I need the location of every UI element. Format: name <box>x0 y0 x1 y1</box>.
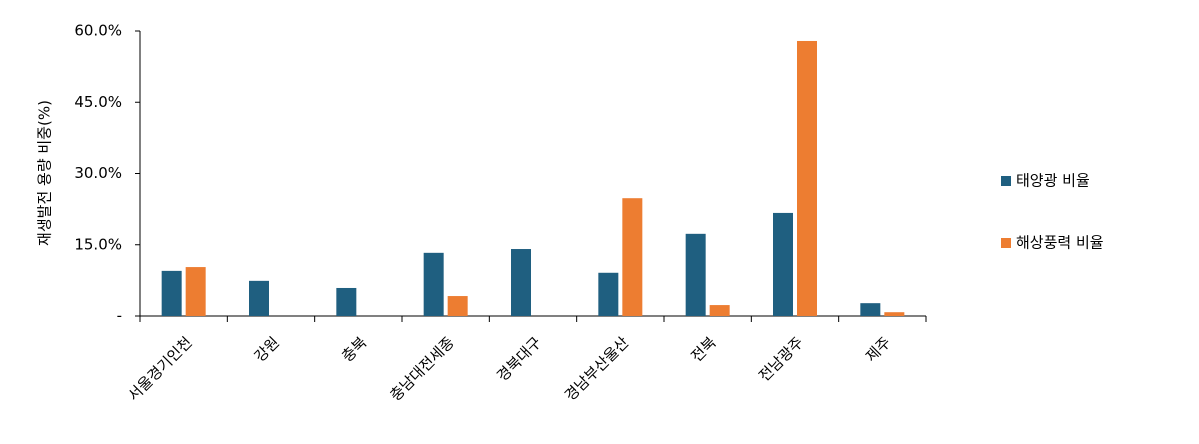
x-tick-label: 경북대구 <box>493 333 545 385</box>
y-tick-label: 30.0% <box>74 164 122 182</box>
legend-swatch <box>1001 176 1011 186</box>
y-tick-label: 15.0% <box>74 235 122 253</box>
bar <box>797 40 817 316</box>
bar <box>185 267 206 316</box>
legend-label: 태양광 비율 <box>1016 172 1090 190</box>
x-tick-label: 경남부산울산 <box>561 333 632 404</box>
x-tick-label: 전북 <box>687 333 719 365</box>
bar <box>161 270 182 316</box>
bar <box>423 252 444 316</box>
bar <box>511 249 531 316</box>
x-tick-label: 충남대전세종 <box>386 333 457 404</box>
bar <box>336 287 357 316</box>
bar <box>622 198 643 316</box>
bar <box>249 280 269 316</box>
x-tick-label: 제주 <box>862 333 894 365</box>
legend-label: 해상풍력 비율 <box>1016 234 1104 252</box>
x-tick-label: 충북 <box>338 333 370 365</box>
bar <box>598 272 619 316</box>
bar <box>685 233 706 316</box>
y-tick-label: - <box>117 307 122 325</box>
y-tick-label: 60.0% <box>74 22 122 40</box>
x-tick-label: 강원 <box>251 333 283 365</box>
bar <box>447 296 468 316</box>
x-tick-label: 서울경기인천 <box>124 333 195 404</box>
bar <box>773 212 793 316</box>
bar <box>709 305 730 316</box>
bar <box>884 312 905 316</box>
y-axis-title: 재생발전 용량 비중(%) <box>36 100 54 246</box>
bar <box>860 303 881 316</box>
x-tick-label: 전남광주 <box>755 333 807 385</box>
y-tick-label: 45.0% <box>74 93 122 111</box>
legend-swatch <box>1001 238 1011 248</box>
